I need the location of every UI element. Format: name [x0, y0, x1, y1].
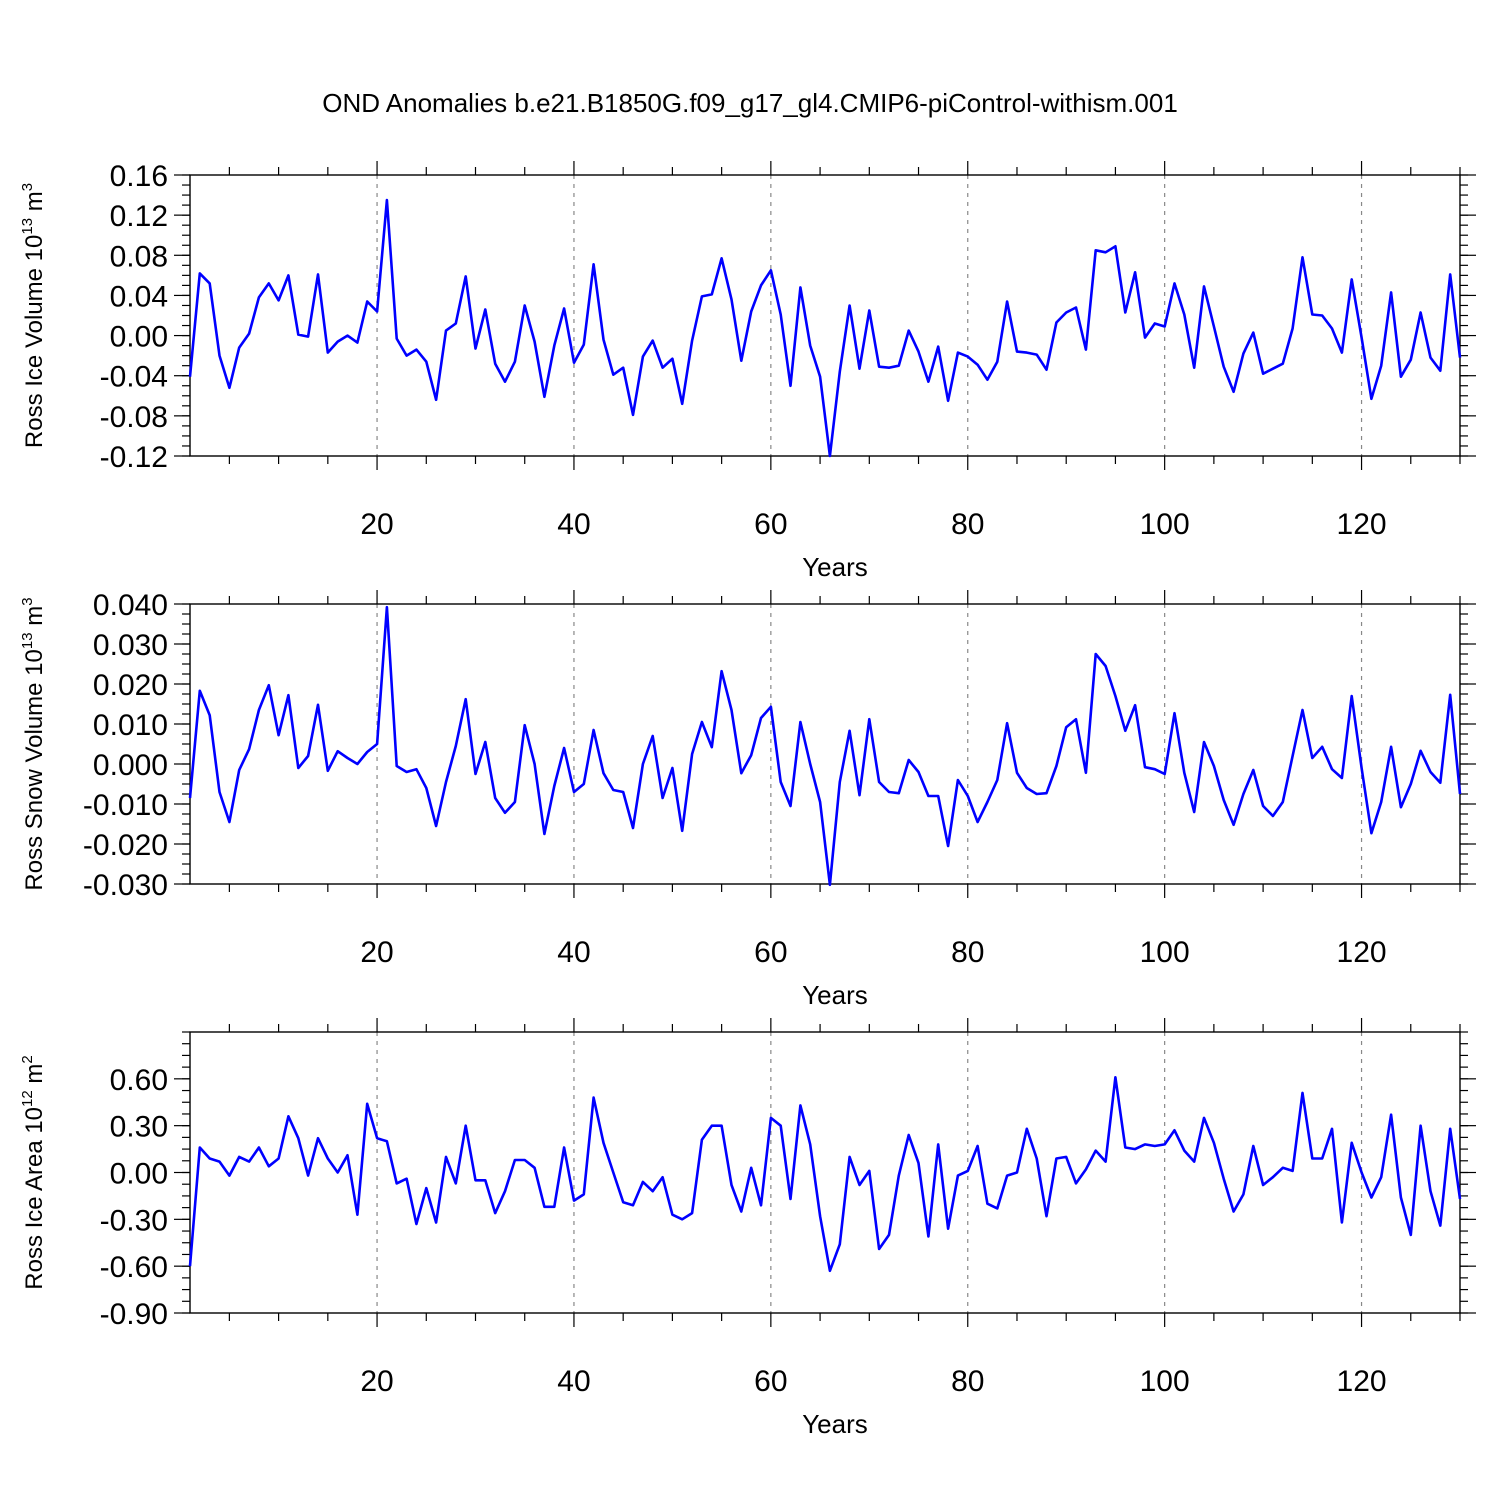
- y-tick-label: -0.020: [83, 829, 168, 862]
- y-label-exponent: 13: [19, 632, 36, 649]
- x-axis-label: Years: [802, 1409, 868, 1439]
- x-tick-label: 60: [754, 936, 787, 969]
- x-tick-label: 100: [1140, 1365, 1190, 1398]
- x-tick-label: 40: [557, 936, 590, 969]
- y-tick-label: -0.04: [100, 361, 168, 394]
- x-tick-label: 80: [951, 508, 984, 541]
- y-tick-label: -0.010: [83, 789, 168, 822]
- panel-ice-area: 20 40 60 80 100 120 -0.90 -0.60 -0.30 0.00 0.30 0.6…: [19, 1018, 1476, 1439]
- x-axis-label: Years: [802, 980, 868, 1010]
- x-tick-label: 20: [360, 508, 393, 541]
- x-tick-label: 20: [360, 936, 393, 969]
- x-tick-label: 100: [1140, 508, 1190, 541]
- y-axis-label: Ross Ice Volume 1013 m3: [19, 183, 48, 448]
- x-tick-label: 120: [1337, 936, 1387, 969]
- y-label-unit: m: [21, 191, 48, 218]
- x-tick-label: 120: [1337, 1365, 1387, 1398]
- x-tick-label: 60: [754, 1365, 787, 1398]
- x-tick-label: 20: [360, 1365, 393, 1398]
- y-label-unit: m: [21, 606, 48, 633]
- y-tick-label: -0.12: [100, 441, 168, 474]
- y-tick-label: 0.04: [110, 280, 168, 313]
- y-tick-label: -0.60: [100, 1251, 168, 1284]
- x-axis-label: Years: [802, 552, 868, 582]
- y-label-unit: m: [21, 1064, 48, 1091]
- y-tick-label: 0.000: [93, 749, 168, 782]
- x-tick-label: 80: [951, 1365, 984, 1398]
- y-axis-label: Ross Ice Area 1012 m2: [19, 1055, 48, 1289]
- x-tick-label: 40: [557, 508, 590, 541]
- y-label-unit-exponent: 3: [19, 597, 36, 605]
- y-label-unit-exponent: 3: [19, 183, 36, 191]
- panel-ice-volume: 20 40 60 80 100 120 -0.12 -0.08 -0.04 0.00 0.04 0.0…: [19, 160, 1476, 582]
- y-tick-label: 0.00: [110, 321, 168, 354]
- series-line: [188, 198, 1462, 458]
- x-tick-label: 60: [754, 508, 787, 541]
- figure-title: OND Anomalies b.e21.B1850G.f09_g17_gl4.C…: [322, 88, 1178, 118]
- series-line: [188, 605, 1462, 887]
- y-tick-label: 0.00: [110, 1158, 168, 1191]
- y-tick-label: -0.08: [100, 401, 168, 434]
- x-tick-label: 80: [951, 936, 984, 969]
- y-tick-label: 0.60: [110, 1064, 168, 1097]
- y-label-exponent: 12: [19, 1090, 36, 1107]
- y-label-text: Ross Ice Volume 10: [21, 235, 48, 448]
- y-tick-label: 0.08: [110, 240, 168, 273]
- panel-snow-volume: 20 40 60 80 100 120 -0.030 -0.020 -0.010 0.000 0.0…: [19, 589, 1476, 1010]
- x-tick-label: 40: [557, 1365, 590, 1398]
- y-tick-label: 0.020: [93, 669, 168, 702]
- y-label-unit-exponent: 2: [19, 1055, 36, 1063]
- y-label-text: Ross Snow Volume 10: [21, 649, 48, 890]
- x-tick-label: 120: [1337, 508, 1387, 541]
- y-tick-label: 0.040: [93, 589, 168, 622]
- y-tick-label: 0.12: [110, 200, 168, 233]
- y-tick-label: -0.90: [100, 1298, 168, 1331]
- y-tick-label: 0.010: [93, 709, 168, 742]
- y-tick-label: -0.30: [100, 1204, 168, 1237]
- x-tick-label: 100: [1140, 936, 1190, 969]
- y-axis-label: Ross Snow Volume 1013 m3: [19, 597, 48, 890]
- y-tick-label: 0.16: [110, 160, 168, 193]
- y-label-text: Ross Ice Area 10: [21, 1107, 48, 1290]
- y-label-exponent: 13: [19, 218, 36, 235]
- y-tick-label: 0.30: [110, 1111, 168, 1144]
- series-line: [188, 1076, 1462, 1273]
- y-tick-label: 0.030: [93, 629, 168, 662]
- y-tick-label: -0.030: [83, 869, 168, 902]
- plot-frame: [189, 1031, 1461, 1314]
